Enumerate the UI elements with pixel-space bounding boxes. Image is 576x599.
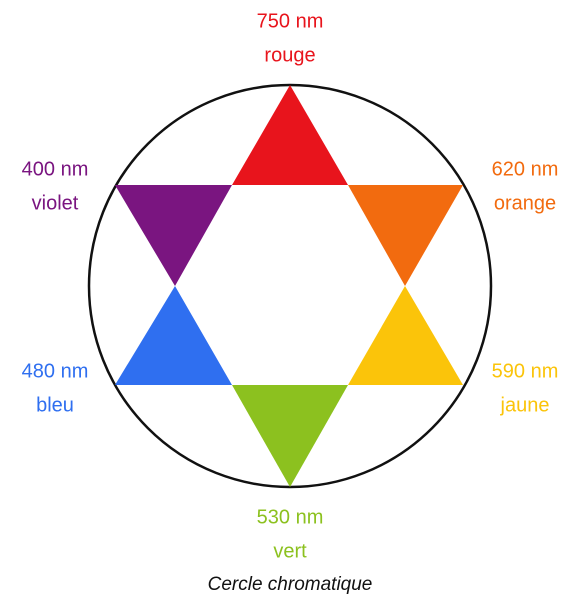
color-name: violet <box>32 192 79 214</box>
wavelength-label: 590 nm <box>492 360 559 382</box>
wavelength-label: 480 nm <box>22 360 89 382</box>
color-triangle <box>348 286 463 385</box>
color-name: orange <box>494 192 556 214</box>
caption: Cercle chromatique <box>208 574 373 595</box>
color-name: vert <box>273 540 307 562</box>
color-triangle <box>115 286 232 385</box>
color-triangle <box>115 185 232 286</box>
color-triangle <box>348 185 463 286</box>
color-name: rouge <box>264 44 315 66</box>
color-name: jaune <box>500 394 550 416</box>
wavelength-label: 530 nm <box>257 506 324 528</box>
color-name: bleu <box>36 394 74 416</box>
wavelength-label: 620 nm <box>492 158 559 180</box>
color-triangle <box>232 385 348 487</box>
wavelength-label: 750 nm <box>257 10 324 32</box>
color-triangle <box>232 85 348 185</box>
wavelength-label: 400 nm <box>22 158 89 180</box>
